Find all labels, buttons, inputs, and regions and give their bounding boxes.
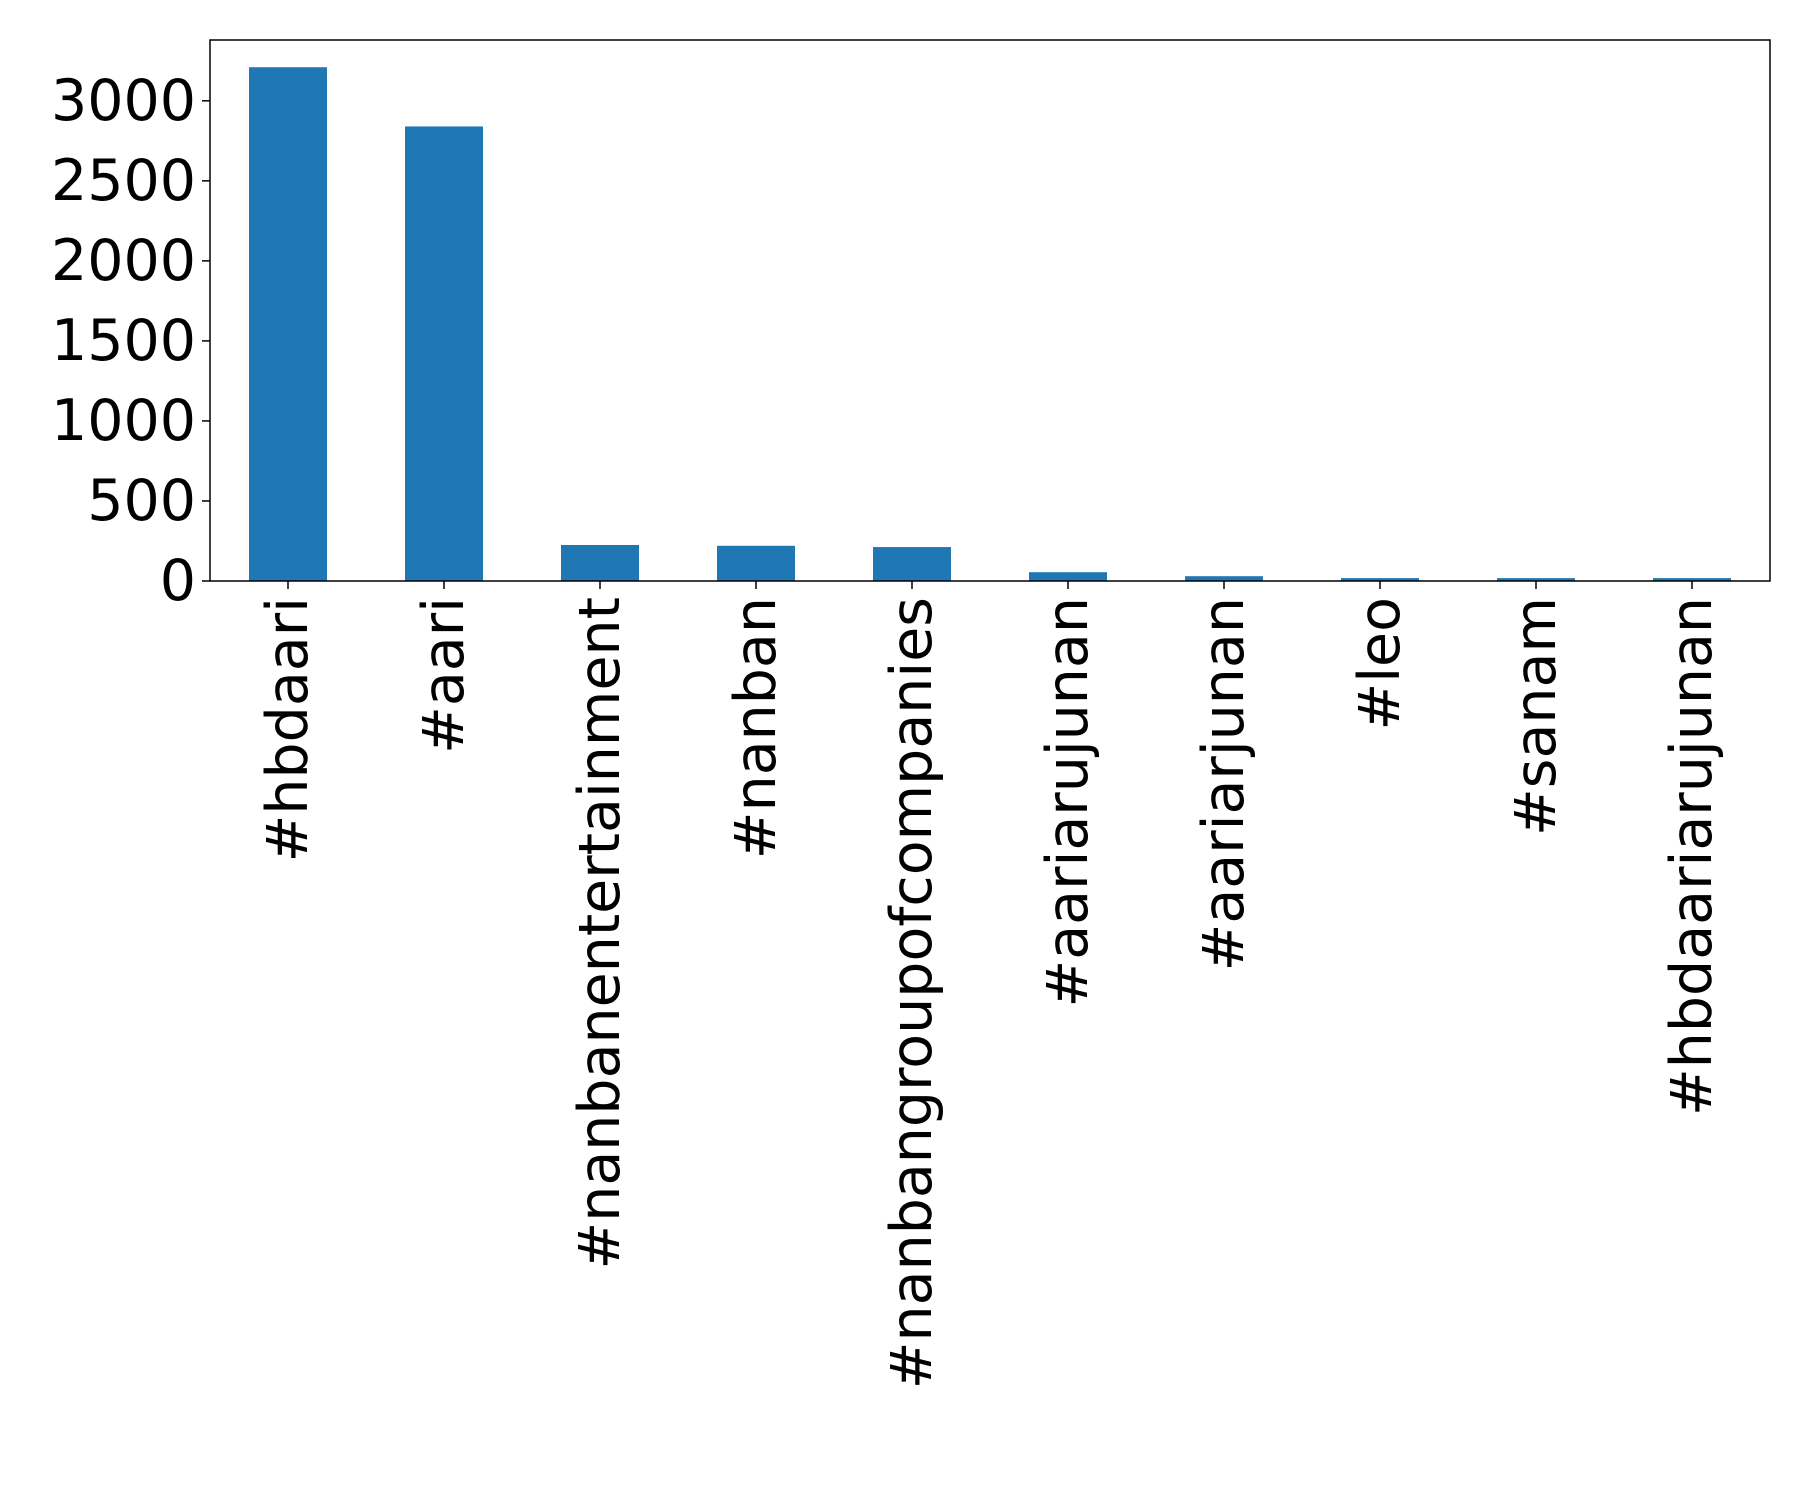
bar-hbdaariarujunan	[1653, 578, 1731, 581]
bar-sanam	[1497, 578, 1575, 581]
y-tick-label: 500	[87, 468, 196, 534]
x-axis: #hbdaari #aari #nanbanentertainment #nanban…	[255, 581, 1725, 1389]
bar-nanbangroupofcompanies	[873, 547, 951, 581]
x-tick-label: #nanbanentertainment	[567, 597, 633, 1270]
y-axis: 0 500 1000 1500 2000 2500 3000	[51, 68, 210, 614]
y-tick-label: 1500	[51, 308, 196, 374]
x-tick-label: #nanbangroupofcompanies	[879, 597, 945, 1389]
x-tick-label: #aari	[411, 597, 477, 754]
bar-aari	[405, 126, 483, 582]
x-tick-label: #aariarujunan	[1035, 597, 1101, 1008]
bar-aariarjunan	[1185, 576, 1263, 581]
y-tick-label: 2500	[51, 148, 196, 214]
y-tick-label: 2000	[51, 228, 196, 294]
x-tick-label: #aariarjunan	[1191, 597, 1257, 971]
x-tick-label: #sanam	[1503, 597, 1569, 836]
x-tick-label: #hbdaari	[255, 597, 321, 862]
bar-nanban	[717, 545, 795, 581]
x-tick-label: #nanban	[723, 597, 789, 859]
bar-hbdaari	[249, 67, 327, 581]
x-tick-label: #leo	[1347, 597, 1413, 731]
x-tick-label: #hbdaariarujunan	[1659, 597, 1725, 1116]
bar-aariarujunan	[1029, 572, 1107, 581]
plot-area-frame	[209, 39, 1771, 582]
bar-leo	[1341, 578, 1419, 581]
y-tick-label: 0	[160, 548, 196, 614]
y-tick-label: 1000	[51, 388, 196, 454]
bars	[249, 67, 1731, 582]
y-tick-label: 3000	[51, 68, 196, 134]
bar-nanbanentertainment	[561, 544, 639, 581]
